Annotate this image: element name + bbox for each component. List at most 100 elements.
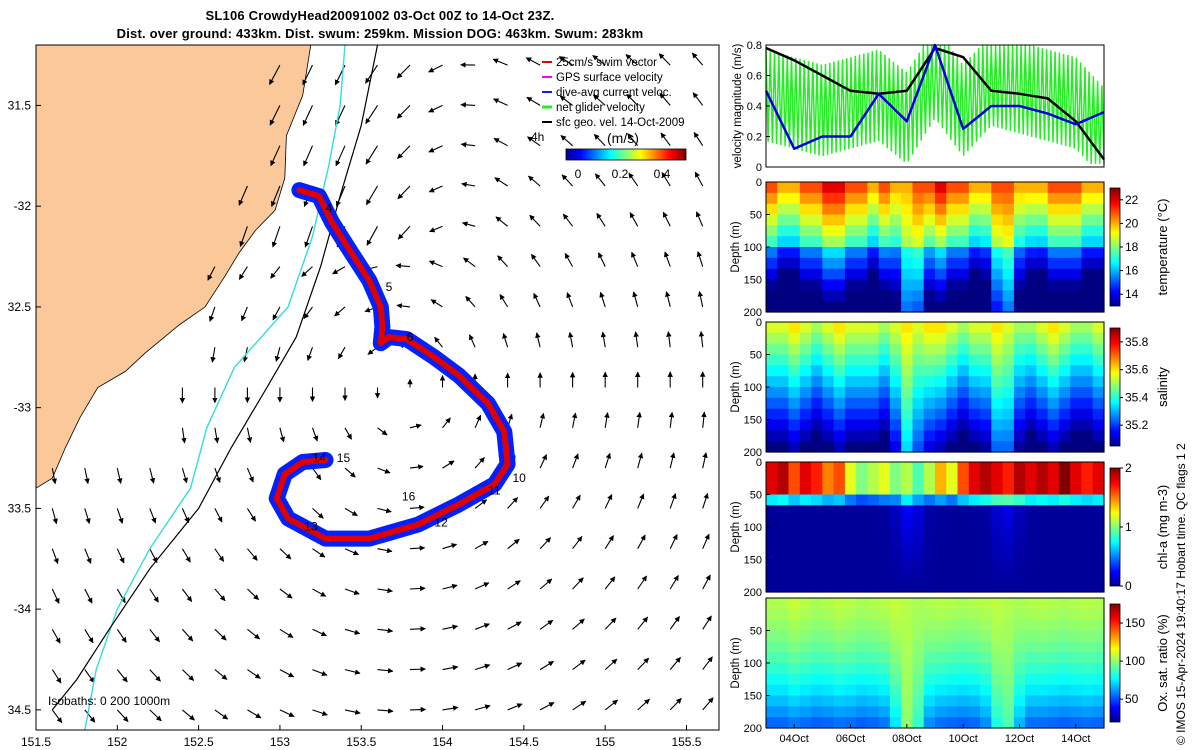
section-cell [946,706,959,718]
section-cell [856,257,868,270]
section-cell [935,419,947,431]
section-cell [1070,279,1083,291]
section-cell [777,630,790,642]
section-cell [968,365,981,377]
section-cell [822,332,835,345]
section-cell [788,290,801,302]
velocity-arrow [238,185,248,206]
section-cell [946,268,959,281]
velocity-arrow [397,185,411,200]
section-cell [957,343,970,356]
section-cell [1058,505,1071,517]
section-cell [1036,257,1049,270]
section-cell [822,505,835,517]
section-cell [991,397,1004,410]
velocity-arrow [572,453,579,469]
section-cell [1070,397,1083,410]
section-cell [1070,441,1083,453]
section-cell [968,301,981,313]
section-cell [946,322,959,334]
section-cell [844,706,857,718]
section-cell [935,301,947,313]
colorbar-tick-label: 1 [1125,520,1132,534]
section-cell [1081,257,1094,270]
section-cell [1025,225,1037,237]
section-cell [766,559,778,571]
section-cell [788,257,801,270]
section-cell [811,608,823,621]
section-cell [923,225,936,237]
velocity-arrow [84,508,91,525]
section-cell [788,236,801,248]
velocity-arrow [271,226,281,248]
colorbar-tick-label: 100 [1125,654,1145,668]
velocity-arrow [377,427,388,436]
section-cell [878,462,891,474]
section-cell [946,301,959,313]
section-cell [968,494,981,506]
velocity-arrow [181,467,188,484]
section-cell [912,483,925,496]
section-cell [777,236,790,248]
section-cell [822,673,835,686]
section-cell [1047,332,1060,345]
section-cell [844,290,857,302]
section-ylabel: Depth (m) [730,361,742,412]
velocity-arrow [502,332,509,348]
section-cell [1036,570,1049,582]
section-cell [777,182,790,194]
section-cell [844,505,857,517]
section-cell [822,472,835,485]
section-cell [1013,343,1026,356]
section-cell [889,376,902,388]
section-cell [980,354,992,366]
velocity-arrow [397,145,411,159]
velocity-arrow [306,347,314,361]
section-cell [777,706,790,718]
section-cell [822,663,835,675]
section-cell [923,441,936,453]
section-cell [1002,301,1015,313]
section-cell [980,430,992,442]
velocity-arrow [604,699,619,711]
section-cell [777,419,790,431]
velocity-arrow [246,467,254,483]
section-cell [1025,332,1037,345]
section-cell [822,408,835,421]
section-cell [923,548,936,561]
section-cell [867,332,880,345]
velocity-arrow [527,175,541,187]
section-cell [957,182,970,194]
velocity-arrow [181,588,193,602]
section-cell [957,483,970,496]
section-cell [957,505,970,517]
velocity-arrow [604,535,614,549]
section-cell [1036,430,1049,442]
section-cell [1070,343,1083,356]
section-cell [844,652,857,664]
section-cell [946,548,959,561]
velocity-arrow [693,131,704,146]
section-cell [980,494,992,506]
section-cell [889,419,902,431]
section-cell [878,619,891,632]
section-cell [1013,182,1026,194]
velocity-y-tick-label: 0.4 [747,101,762,113]
section-cell [946,483,959,496]
section-cell [777,322,790,334]
section-cell [856,236,868,248]
section-x-tick-label: 04Oct [780,733,809,745]
velocity-arrow [507,703,523,711]
section-cell [1047,663,1060,675]
velocity-arrow [539,537,551,550]
section-cell [991,598,1004,610]
section-cell [822,652,835,664]
section-cell [856,192,868,205]
section-cell [889,279,902,291]
section-cell [1025,581,1037,593]
section-cell [1081,290,1094,302]
section-cell [1070,619,1083,632]
section-cell [799,397,812,410]
section-cell [935,332,947,345]
section-cell [1002,387,1015,399]
